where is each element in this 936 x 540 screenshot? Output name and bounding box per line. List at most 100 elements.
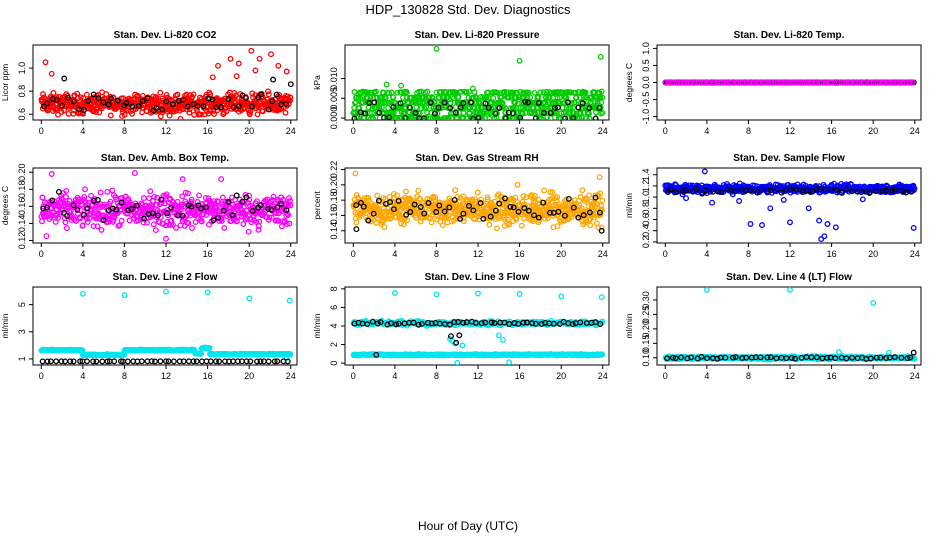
data-point: [513, 89, 520, 96]
data-point: [701, 79, 708, 86]
data-point: [568, 214, 575, 221]
y-tick-label: 0.5: [641, 59, 651, 72]
data-point: [97, 189, 104, 196]
data-point: [273, 210, 280, 217]
data-point: [376, 109, 383, 116]
data-point: [189, 225, 195, 231]
data-point: [149, 108, 156, 115]
data-point: [287, 351, 294, 358]
data-point: [286, 220, 293, 227]
data-point: [910, 224, 917, 231]
data-point: [818, 79, 825, 86]
data-point: [149, 210, 156, 217]
data-point: [62, 219, 69, 226]
data-point: [196, 192, 203, 199]
data-points: [350, 45, 606, 120]
data-point: [40, 103, 47, 110]
x-tick-label: 20: [244, 126, 254, 136]
data-point: [417, 100, 424, 106]
data-point: [506, 221, 513, 228]
data-point: [215, 214, 222, 221]
data-point: [71, 98, 78, 105]
y-tick-label: 0.22: [329, 161, 339, 179]
data-point: [436, 202, 443, 209]
data-point: [285, 101, 292, 107]
data-point: [709, 199, 716, 206]
data-point: [395, 197, 402, 204]
data-point: [809, 79, 816, 86]
data-point: [561, 212, 568, 219]
data-point: [283, 68, 290, 75]
data-point: [891, 186, 898, 193]
data-point: [525, 99, 531, 106]
data-point: [118, 358, 124, 365]
data-point: [699, 79, 706, 86]
y-axis-label: ml/min: [624, 193, 634, 218]
x-tick-label: 0: [39, 249, 44, 259]
data-point: [758, 186, 765, 193]
data-point: [67, 358, 74, 365]
panel-title: Stan. Dev. Amb. Box Temp.: [101, 153, 229, 164]
data-point: [274, 204, 281, 211]
data-point: [63, 193, 69, 200]
data-point: [596, 174, 603, 181]
data-point: [515, 208, 522, 215]
data-point: [151, 193, 158, 200]
x-tick-label: 0: [663, 249, 668, 259]
data-point: [198, 358, 205, 365]
data-point: [158, 200, 165, 206]
data-point: [598, 227, 605, 234]
plot-frame: [32, 286, 298, 366]
data-point: [403, 211, 410, 218]
data-point: [558, 293, 565, 300]
data-point: [710, 79, 717, 86]
y-axis-label: degrees C: [0, 186, 10, 225]
data-point: [460, 210, 467, 217]
data-point: [246, 295, 253, 302]
data-point: [893, 79, 900, 86]
data-point: [152, 358, 159, 365]
data-point: [239, 198, 246, 205]
data-point: [780, 196, 787, 203]
data-point: [287, 97, 293, 104]
data-point: [259, 108, 266, 115]
x-tick-label: 24: [286, 126, 296, 136]
data-point: [387, 199, 394, 206]
data-point: [213, 358, 219, 365]
data-point: [55, 188, 62, 195]
data-point: [579, 187, 586, 194]
data-point: [665, 79, 672, 86]
data-point: [44, 204, 50, 211]
x-tick-label: 16: [515, 371, 525, 381]
data-point: [435, 104, 442, 111]
data-point: [394, 89, 401, 96]
data-point: [549, 195, 556, 202]
x-tick-label: 24: [598, 249, 608, 259]
data-point: [270, 193, 277, 200]
y-tick-label: 0.6: [17, 108, 27, 121]
data-point: [255, 226, 262, 233]
data-point: [192, 219, 199, 225]
data-point: [848, 79, 855, 86]
data-point: [454, 359, 461, 365]
data-point: [358, 199, 364, 206]
data-point: [271, 358, 278, 365]
data-point: [111, 358, 118, 365]
y-axis-label: Licor ppm: [0, 64, 10, 101]
y-tick-label: 2: [329, 342, 339, 347]
data-point: [283, 207, 290, 214]
data-point: [442, 115, 449, 120]
y-tick-label: 0.18: [17, 181, 27, 199]
data-point: [138, 358, 145, 365]
data-point: [94, 196, 101, 203]
data-point: [591, 214, 598, 221]
x-tick-label: 4: [80, 371, 85, 381]
data-point: [111, 214, 118, 221]
data-point: [793, 186, 800, 193]
data-point: [841, 79, 847, 86]
y-tick-label: 0.000: [329, 107, 339, 130]
data-point: [152, 227, 159, 234]
data-point: [159, 106, 166, 113]
